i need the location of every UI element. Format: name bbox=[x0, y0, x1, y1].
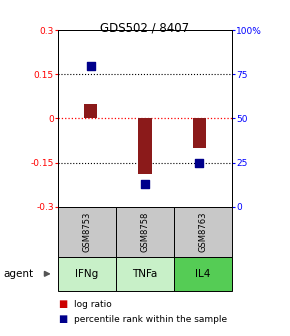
Text: ■: ■ bbox=[58, 314, 67, 324]
Bar bbox=[84, 104, 97, 119]
Point bbox=[88, 63, 93, 68]
Point bbox=[197, 160, 202, 165]
Text: GSM8763: GSM8763 bbox=[198, 212, 208, 252]
Text: IL4: IL4 bbox=[195, 269, 211, 279]
Text: GSM8758: GSM8758 bbox=[140, 212, 150, 252]
Bar bbox=[138, 119, 152, 174]
Text: TNFa: TNFa bbox=[132, 269, 158, 279]
Bar bbox=[193, 119, 206, 148]
Point bbox=[143, 181, 147, 186]
Text: log ratio: log ratio bbox=[74, 300, 112, 308]
Text: percentile rank within the sample: percentile rank within the sample bbox=[74, 315, 227, 324]
Text: GDS502 / 8407: GDS502 / 8407 bbox=[100, 22, 190, 35]
Text: ■: ■ bbox=[58, 299, 67, 309]
Text: GSM8753: GSM8753 bbox=[82, 212, 92, 252]
Text: agent: agent bbox=[3, 269, 33, 279]
Text: IFNg: IFNg bbox=[75, 269, 99, 279]
